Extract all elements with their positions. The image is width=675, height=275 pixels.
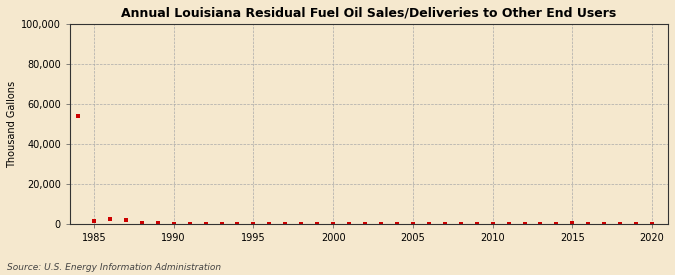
Text: Source: U.S. Energy Information Administration: Source: U.S. Energy Information Administ… bbox=[7, 263, 221, 272]
Y-axis label: Thousand Gallons: Thousand Gallons bbox=[7, 81, 17, 168]
Title: Annual Louisiana Residual Fuel Oil Sales/Deliveries to Other End Users: Annual Louisiana Residual Fuel Oil Sales… bbox=[122, 7, 617, 20]
